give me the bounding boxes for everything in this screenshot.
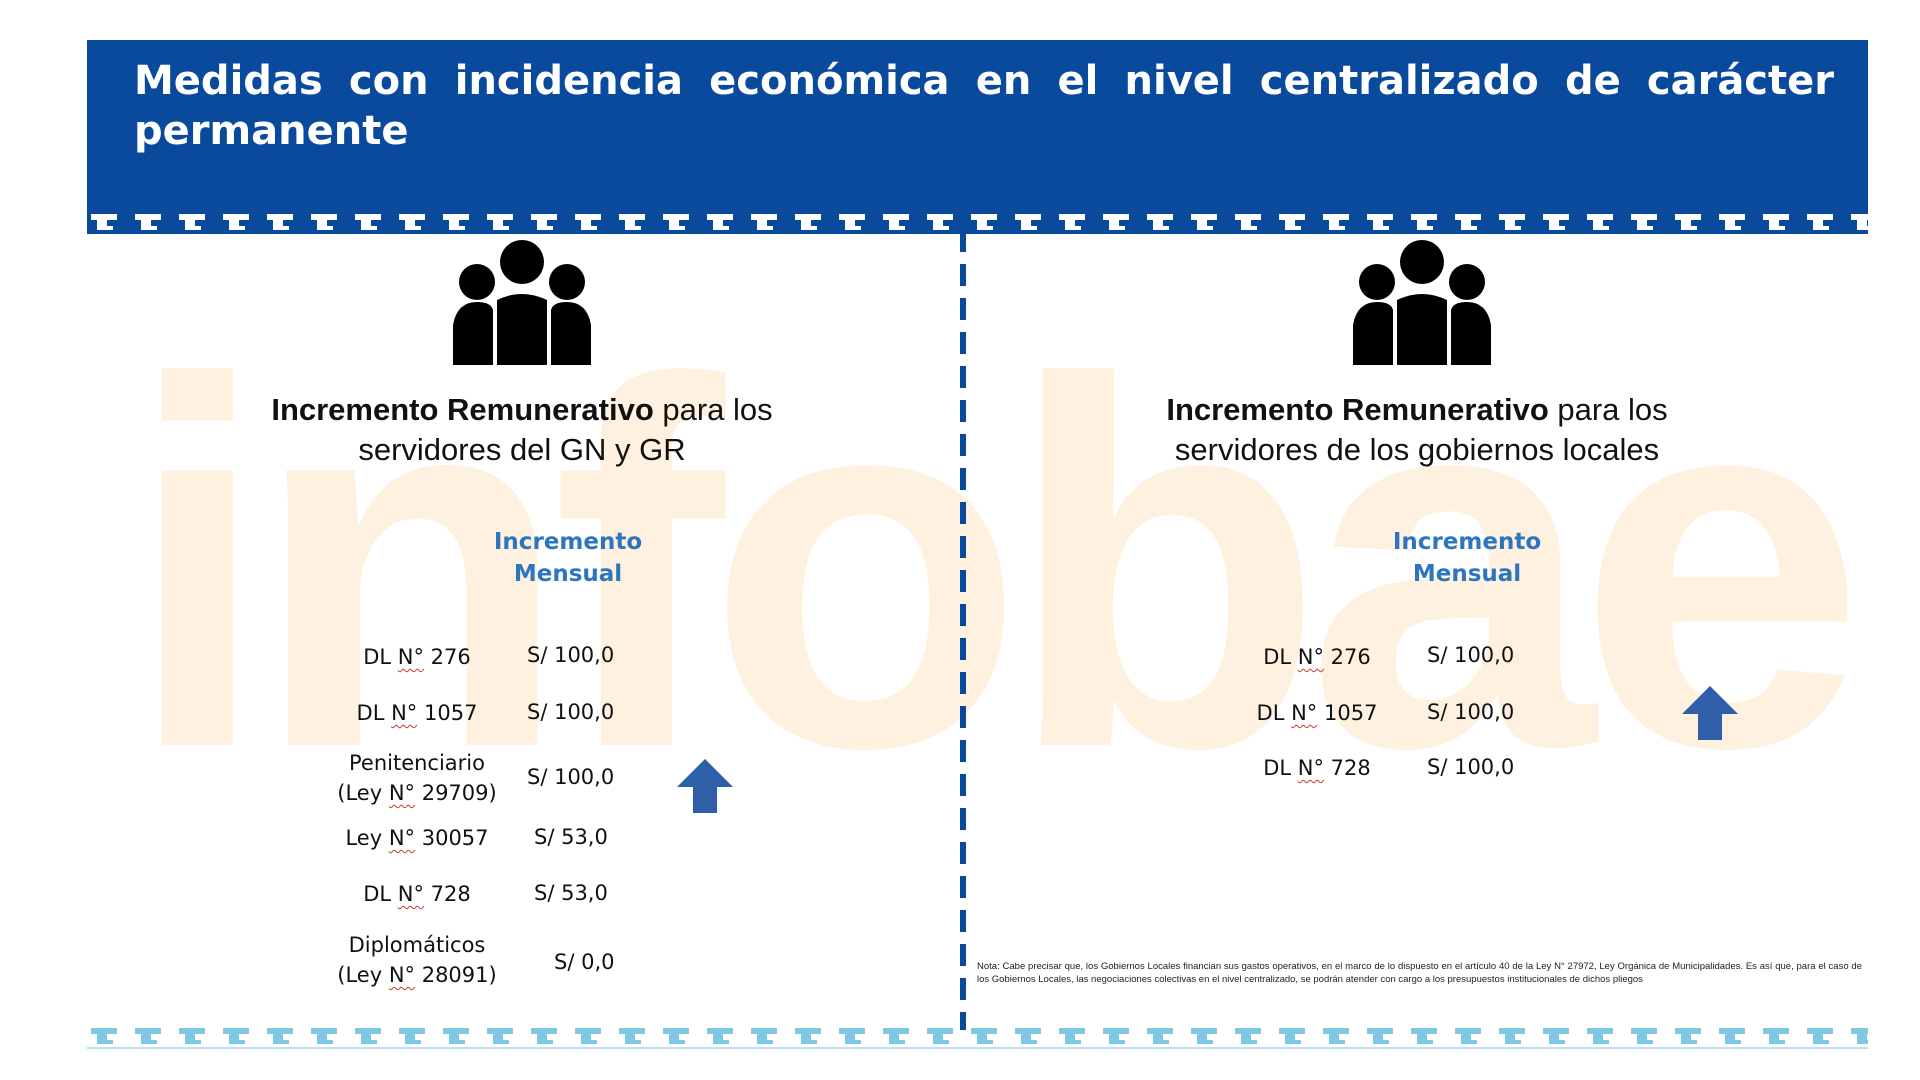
heading-line2: servidores del GN y GR xyxy=(358,432,686,467)
label-no: N° xyxy=(388,781,416,805)
panel-gn-gr: Incremento Remunerativo para los servido… xyxy=(87,240,957,1020)
label-pre: DL xyxy=(363,645,398,669)
heading-line2: servidores de los gobiernos locales xyxy=(1174,432,1660,467)
label-pre: DL xyxy=(356,701,392,725)
heading-bold: Incremento Remunerativo xyxy=(271,392,654,427)
row-value: S/ 0,0 xyxy=(554,950,615,974)
label-pre: DL xyxy=(1256,701,1292,725)
header-banner: Medidas con incidencia económica en el n… xyxy=(87,40,1868,200)
row-label: DL N° 276 xyxy=(317,642,517,672)
label-no: N° xyxy=(1291,701,1318,725)
label-no: N° xyxy=(391,701,418,725)
label-line1: Penitenciario xyxy=(348,751,485,775)
label-line1: Diplomáticos xyxy=(348,933,486,957)
row-label: Penitenciario (Ley N° 29709) xyxy=(317,748,517,808)
greek-key-pattern-bottom xyxy=(87,1022,1868,1052)
arrow-up-icon xyxy=(1682,686,1738,740)
heading-bold: Incremento Remunerativo xyxy=(1166,392,1549,427)
row-value: S/ 53,0 xyxy=(534,825,608,849)
page-title: Medidas con incidencia económica en el n… xyxy=(134,58,1834,154)
panel-heading: Incremento Remunerativo para los servido… xyxy=(87,390,957,470)
label-pre: DL xyxy=(1263,756,1298,780)
row-label: DL N° 728 xyxy=(1217,753,1417,783)
heading-rest: para los xyxy=(653,392,773,427)
row-value: S/ 100,0 xyxy=(527,700,615,724)
label-pre: Ley xyxy=(345,826,389,850)
label-post: 728 xyxy=(1324,756,1371,780)
label-post: 1057 xyxy=(417,701,478,725)
row-value: S/ 100,0 xyxy=(527,765,615,789)
greek-key-band-top xyxy=(87,200,1868,234)
label-pre: DL xyxy=(1263,645,1298,669)
label-no: N° xyxy=(388,963,416,987)
label-post: 276 xyxy=(1324,645,1371,669)
column-header-line1: Incremento xyxy=(493,529,643,555)
column-header-incremento-mensual: Incremento Mensual xyxy=(1367,526,1567,590)
row-label: DL N° 276 xyxy=(1217,642,1417,672)
vertical-divider xyxy=(960,230,966,1030)
label-pre: DL xyxy=(363,882,398,906)
arrow-up-icon xyxy=(677,759,733,813)
row-label: Ley N° 30057 xyxy=(317,823,517,853)
label-post: 728 xyxy=(424,882,471,906)
row-value: S/ 100,0 xyxy=(527,643,615,667)
label-pre: (Ley xyxy=(337,963,389,987)
label-no: N° xyxy=(397,645,424,669)
column-header-line2: Mensual xyxy=(1412,561,1522,587)
row-value: S/ 100,0 xyxy=(1427,700,1515,724)
heading-rest: para los xyxy=(1548,392,1668,427)
column-header-line2: Mensual xyxy=(513,561,623,587)
label-post: 276 xyxy=(424,645,471,669)
row-label: DL N° 1057 xyxy=(317,698,517,728)
label-pre: (Ley xyxy=(337,781,389,805)
svg-text:infobae: infobae xyxy=(127,325,1847,795)
greek-key-pattern-top xyxy=(87,200,1868,234)
row-label: DL N° 728 xyxy=(317,879,517,909)
panel-heading: Incremento Remunerativo para los servido… xyxy=(982,390,1852,470)
row-label: DL N° 1057 xyxy=(1217,698,1417,728)
label-no: N° xyxy=(1297,756,1324,780)
label-post: 29709) xyxy=(415,781,497,805)
label-post: 30057 xyxy=(415,826,489,850)
footnote: Nota: Cabe precisar que, los Gobiernos L… xyxy=(977,961,1862,985)
label-no: N° xyxy=(397,882,424,906)
people-group-icon xyxy=(1353,240,1491,365)
slide: Medidas con incidencia económica en el n… xyxy=(87,40,1868,1052)
row-value: S/ 100,0 xyxy=(1427,755,1515,779)
panel-gobiernos-locales: Incremento Remunerativo para los servido… xyxy=(987,240,1857,1020)
infobae-watermark: infobae xyxy=(127,325,1847,795)
label-post: 1057 xyxy=(1317,701,1378,725)
label-no: N° xyxy=(388,826,416,850)
label-post: 28091) xyxy=(415,963,497,987)
column-header-incremento-mensual: Incremento Mensual xyxy=(468,526,668,590)
row-value: S/ 53,0 xyxy=(534,881,608,905)
people-group-icon xyxy=(453,240,591,365)
row-value: S/ 100,0 xyxy=(1427,643,1515,667)
greek-key-band-bottom xyxy=(87,1022,1868,1052)
label-no: N° xyxy=(1297,645,1324,669)
row-label: Diplomáticos (Ley N° 28091) xyxy=(317,930,517,990)
column-header-line1: Incremento xyxy=(1392,529,1542,555)
